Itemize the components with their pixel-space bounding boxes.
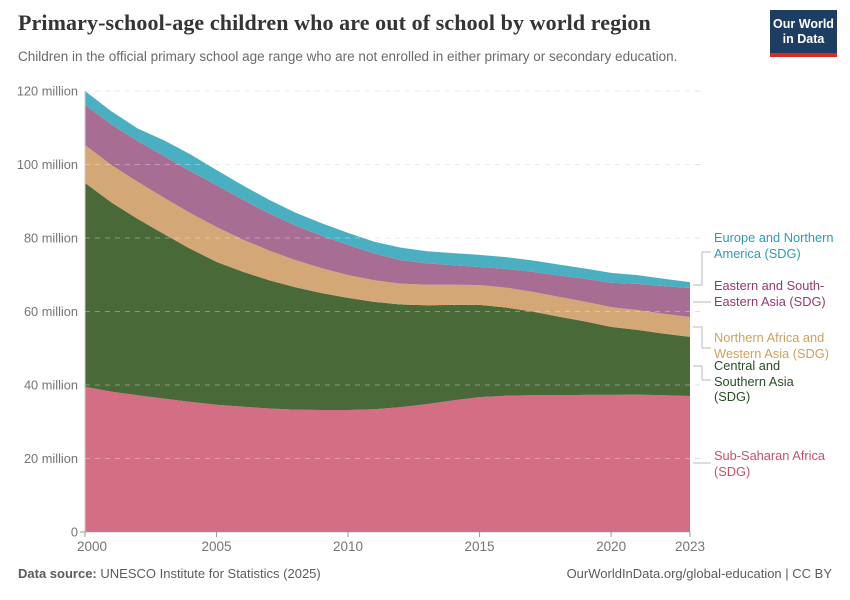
y-tick-label: 20 million <box>24 451 78 466</box>
y-tick-label: 0 <box>71 525 78 540</box>
x-tick-label: 2020 <box>596 539 626 554</box>
footer: Data source: UNESCO Institute for Statis… <box>18 566 832 581</box>
owid-logo[interactable]: Our World in Data <box>770 10 837 57</box>
y-tick-label: 100 million <box>17 157 78 172</box>
legend-item-northern-africa-and-western-asia[interactable]: Northern Africa and Western Asia (SDG) <box>714 330 829 361</box>
page-title: Primary-school-age children who are out … <box>18 10 651 35</box>
x-tick-label: 2015 <box>465 539 495 554</box>
x-tick-label: 2000 <box>77 539 107 554</box>
legend-connector <box>693 251 711 286</box>
area-eastern-and-south-eastern-asia-sdg[interactable] <box>85 105 690 317</box>
license-link[interactable]: OurWorldInData.org/global-education | CC… <box>566 566 832 581</box>
legend-item-sub-saharan-africa[interactable]: Sub-Saharan Africa (SDG) <box>714 448 825 479</box>
area-northern-africa-and-western-asia-sdg[interactable] <box>85 145 690 337</box>
y-tick-label: 60 million <box>24 304 78 319</box>
owid-logo-line2: in Data <box>782 32 825 46</box>
legend-connector <box>693 326 711 349</box>
owid-logo-line1: Our World <box>773 17 834 31</box>
area-europe-and-northern-america-sdg[interactable] <box>85 91 690 288</box>
x-tick-label: 2010 <box>333 539 363 554</box>
x-tick-label: 2023 <box>675 539 705 554</box>
x-tick-label: 2005 <box>201 539 231 554</box>
legend-item-central-and-southern-asia[interactable]: Central and Southern Asia (SDG) <box>714 358 794 404</box>
area-sub-saharan-africa-sdg[interactable] <box>85 386 690 532</box>
chart-subtitle: Children in the official primary school … <box>18 49 678 64</box>
y-tick-label: 120 million <box>17 84 78 99</box>
y-tick-label: 80 million <box>24 231 78 246</box>
legend-connector <box>693 365 711 381</box>
area-central-and-southern-asia-sdg[interactable] <box>85 182 690 410</box>
y-tick-label: 40 million <box>24 378 78 393</box>
data-source-value: UNESCO Institute for Statistics (2025) <box>100 566 321 581</box>
data-source-label: Data source: <box>18 566 97 581</box>
legend-item-europe-and-northern-america[interactable]: Europe and Northern America (SDG) <box>714 230 834 261</box>
legend-item-eastern-and-south-eastern-asia[interactable]: Eastern and South-Eastern Asia (SDG) <box>714 278 826 309</box>
data-source: Data source: UNESCO Institute for Statis… <box>18 566 321 581</box>
